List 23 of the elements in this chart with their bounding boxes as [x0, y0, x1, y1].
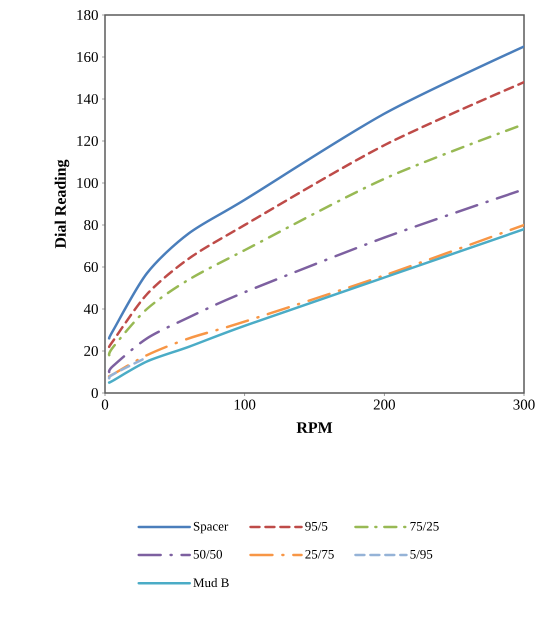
- legend-label: 95/5: [305, 522, 328, 531]
- y-tick-label: 0: [92, 388, 98, 398]
- y-tick-label: 40: [84, 304, 98, 314]
- y-tick-label: 120: [77, 136, 98, 146]
- legend-label: 75/25: [410, 522, 439, 531]
- y-tick-label: 80: [84, 220, 98, 230]
- legend-label: 25/75: [305, 550, 334, 559]
- y-axis-title: Dial Reading: [54, 160, 70, 248]
- y-tick-label: 20: [84, 346, 98, 356]
- legend-label: 50/50: [194, 550, 222, 559]
- x-tick-label: 0: [102, 400, 108, 410]
- x-tick-label: 300: [514, 400, 535, 410]
- y-tick-label: 100: [77, 178, 98, 188]
- x-tick-label: 200: [374, 400, 395, 410]
- legend-label: 5/95: [410, 550, 432, 559]
- y-tick-label: 160: [77, 52, 98, 62]
- y-tick-label: 60: [84, 262, 98, 272]
- legend-label: Mud B: [193, 578, 229, 588]
- x-tick-label: 100: [234, 400, 256, 410]
- y-tick-label: 180: [77, 10, 98, 20]
- y-tick-label: 140: [77, 94, 98, 104]
- legend-label: Spacer: [194, 522, 228, 534]
- x-axis-title: RPM: [296, 422, 332, 433]
